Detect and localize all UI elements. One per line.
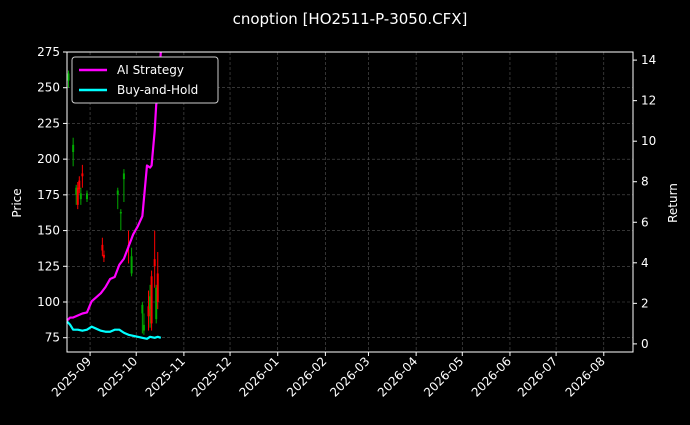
- y-left-tick-label: 250: [37, 81, 60, 95]
- return-lines: [66, 51, 162, 340]
- candle-body: [149, 296, 152, 310]
- candle-body: [101, 244, 104, 251]
- legend-ai-strategy-label: AI Strategy: [117, 63, 184, 77]
- candle-body: [122, 173, 125, 180]
- x-tick-label: 2025-11: [143, 354, 188, 399]
- plot-frame: [66, 51, 634, 353]
- candle-body: [156, 273, 159, 302]
- x-axis: 2025-09 2025-10 2025-11 2025-12 2026-01 2026-…: [49, 352, 608, 400]
- legend-box: [71, 56, 219, 104]
- y-left-tick-label: 175: [37, 188, 60, 202]
- y-axis-left-label: Price: [10, 188, 24, 217]
- candle-body: [67, 73, 70, 81]
- x-tick-label: 2025-09: [49, 354, 94, 399]
- candle-body: [130, 256, 133, 274]
- candle-body: [102, 254, 105, 258]
- candlesticks: [67, 70, 159, 335]
- y-right-tick-label: 4: [641, 256, 649, 270]
- legend: AI Strategy Buy-and-Hold: [71, 56, 219, 104]
- candle-body: [85, 193, 88, 200]
- chart-title: cnoption [HO2511-P-3050.CFX]: [233, 10, 468, 28]
- y-left-tick-label: 200: [37, 152, 60, 166]
- y-left-tick-label: 275: [37, 45, 60, 59]
- legend-buy-and-hold-label: Buy-and-Hold: [117, 83, 198, 97]
- y-right-tick-label: 0: [641, 337, 649, 351]
- ai-strategy-line: [66, 51, 162, 322]
- y-axis-left: 75 100 125 150 175 200 225 250 275: [37, 45, 67, 345]
- y-right-tick-label: 6: [641, 215, 649, 229]
- y-right-tick-label: 2: [641, 296, 649, 310]
- y-left-tick-label: 150: [37, 224, 60, 238]
- candle-body: [79, 193, 82, 200]
- y-left-tick-label: 225: [37, 116, 60, 130]
- candle-body: [147, 306, 150, 317]
- y-axis-right: 0 2 4 6 8 10 12 14: [633, 53, 656, 351]
- y-right-tick-label: 10: [641, 134, 656, 148]
- candle-body: [119, 212, 122, 214]
- x-tick-label: 2026-08: [563, 354, 608, 399]
- candle-body: [78, 180, 81, 190]
- candle-body: [76, 187, 79, 205]
- candle-body: [116, 190, 119, 195]
- candle-body: [72, 144, 75, 152]
- x-tick-label: 2026-05: [421, 354, 466, 399]
- x-tick-label: 2026-02: [284, 354, 329, 399]
- x-tick-label: 2026-04: [375, 354, 420, 399]
- x-tick-label: 2026-03: [327, 354, 372, 399]
- x-tick-label: 2026-06: [469, 354, 514, 399]
- candle-body: [142, 324, 145, 331]
- candle-body: [81, 173, 84, 177]
- y-right-tick-label: 8: [641, 175, 649, 189]
- y-right-tick-label: 14: [641, 53, 656, 67]
- x-tick-label: 2025-12: [189, 354, 234, 399]
- candle-body: [141, 304, 144, 314]
- x-tick-label: 2026-07: [515, 354, 560, 399]
- y-left-tick-label: 100: [37, 295, 60, 309]
- y-right-tick-label: 12: [641, 94, 656, 108]
- candle-body: [75, 187, 78, 195]
- buy-and-hold-line: [66, 320, 162, 340]
- y-axis-right-label: Return: [666, 183, 680, 223]
- candle-body: [153, 259, 156, 267]
- y-left-tick-label: 125: [37, 259, 60, 273]
- candle-body: [155, 287, 158, 320]
- x-tick-label: 2025-10: [95, 354, 140, 399]
- y-left-tick-label: 75: [45, 331, 60, 345]
- x-tick-label: 2026-01: [236, 354, 281, 399]
- candle-body: [150, 276, 153, 324]
